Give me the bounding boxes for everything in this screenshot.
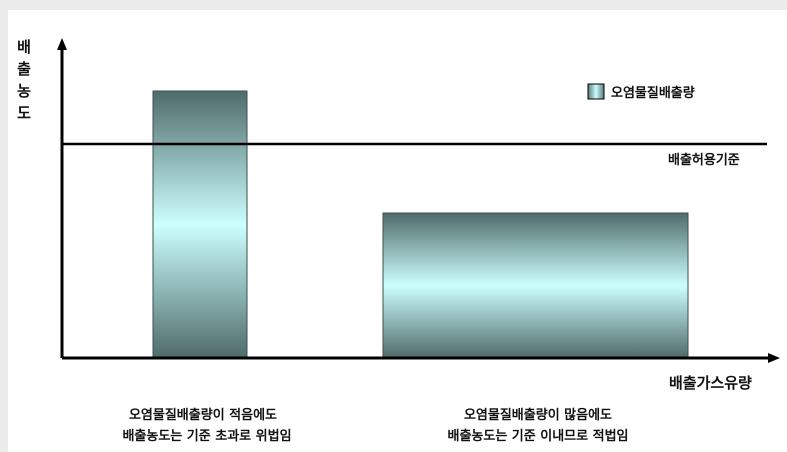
narrow-tall-bar — [152, 90, 248, 359]
legend-label: 오염물질배출량 — [611, 85, 695, 101]
legend-swatch — [587, 83, 605, 100]
x-axis-arrow-icon — [768, 353, 780, 363]
caption-left-line1: 오염물질배출량이 적음에도 — [129, 407, 277, 423]
caption-right-line1: 오염물질배출량이 많음에도 — [464, 407, 612, 423]
y-axis-label-char: 출 — [17, 60, 31, 78]
x-axis-label: 배출가스유량 — [669, 374, 752, 392]
y-axis-arrow-icon — [57, 38, 67, 50]
wide-short-bar — [382, 212, 689, 359]
caption-right-line2: 배출농도는 기준 이내므로 적법임 — [447, 428, 628, 444]
y-axis-label-char: 농 — [17, 82, 31, 100]
threshold-label: 배출허용기준 — [668, 152, 740, 168]
y-axis-label-char: 배 — [17, 38, 31, 56]
y-axis-label: 배출농도 — [17, 38, 31, 122]
caption-left-line2: 배출농도는 기준 초과로 위법임 — [122, 428, 291, 444]
y-axis-label-char: 도 — [17, 104, 31, 122]
